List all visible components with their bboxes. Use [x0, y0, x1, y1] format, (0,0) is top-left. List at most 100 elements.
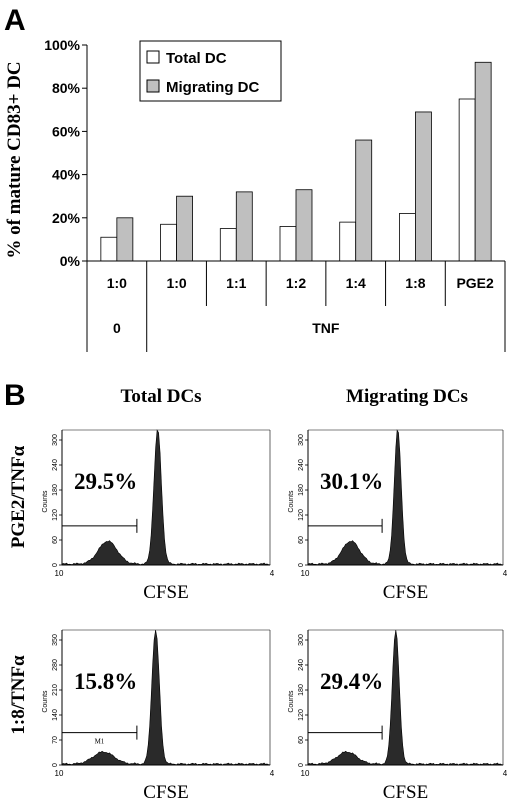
- gate-percentage: 29.4%: [320, 669, 383, 694]
- y-tick-label: 300: [298, 434, 305, 446]
- x-axis-label: CFSE: [143, 582, 188, 603]
- y-tick-label: 0: [52, 563, 59, 567]
- bar-total-dc: [219, 228, 237, 262]
- bar-migrating-dc: [474, 61, 492, 262]
- bar-total-dc: [399, 213, 416, 262]
- bar-total-dc: [339, 221, 357, 262]
- histogram-fill: [61, 629, 271, 766]
- legend-swatch-migrating: [146, 79, 160, 93]
- legend-swatch-total: [146, 50, 160, 64]
- x-tick-label: 4: [270, 769, 275, 778]
- bar-total-dc: [160, 223, 177, 262]
- legend-box: [139, 40, 282, 102]
- gate-percentage: 30.1%: [320, 469, 383, 494]
- y-tick-label: 70: [52, 736, 59, 744]
- category-label: 1:2: [286, 275, 306, 291]
- y-tick-label: 0%: [60, 253, 81, 269]
- row-label-18: 1:8/TNFα: [8, 655, 29, 735]
- y-tick-label: 240: [298, 459, 305, 471]
- category-label: 1:1: [226, 275, 246, 291]
- y-tick-label: 60: [298, 536, 305, 544]
- y-tick-label: 60: [52, 536, 59, 544]
- y-tick-label: 100%: [44, 37, 80, 53]
- bar-chart: % of mature CD83+ DC 0%20%40%60%80%100% …: [4, 37, 506, 352]
- category-label: PGE2: [456, 275, 494, 291]
- y-tick-label: 280: [52, 659, 59, 671]
- bar-total-dc: [100, 236, 118, 262]
- histogram-fill: [307, 429, 504, 566]
- x-tick-label: 10: [55, 569, 64, 578]
- y-tick-label: 120: [52, 509, 59, 521]
- y-axis-label: Counts: [288, 690, 295, 713]
- bar-migrating-dc: [176, 195, 193, 262]
- bar-migrating-dc: [235, 191, 253, 262]
- histogram-panel: 0 60 120 180 240 300 Counts 10 4 CFSE 29.5%: [42, 429, 275, 603]
- panel-b-label: B: [4, 379, 26, 412]
- y-axis-label: Counts: [42, 490, 49, 513]
- histogram-panels: 0 60 120 180 240 300 Counts 10 4 CFSE 29.5% 0 60 120 1…: [42, 429, 508, 803]
- y-tick-label: 180: [298, 484, 305, 496]
- legend-label-migrating: Migrating DC: [166, 79, 259, 96]
- legend-label-total: Total DC: [166, 50, 227, 67]
- y-tick-label: 20%: [52, 210, 81, 226]
- x-tick-label: 4: [270, 569, 275, 578]
- bar-migrating-dc: [415, 111, 432, 262]
- histogram-panel: 0 70 140 210 280 350 Counts 10 4 CFSE M1 15.8%: [42, 629, 275, 803]
- category-label: 1:8: [405, 275, 425, 291]
- bar-migrating-dc: [116, 217, 134, 262]
- bars: [100, 61, 492, 262]
- gate-percentage: 29.5%: [74, 469, 137, 494]
- gate-percentage: 15.8%: [74, 669, 137, 694]
- bar-migrating-dc: [295, 189, 313, 262]
- y-axis-ticks: 0% 20% 40% 60% 80% 100%: [44, 37, 87, 269]
- y-tick-label: 0: [298, 563, 305, 567]
- y-tick-label: 240: [52, 459, 59, 471]
- y-axis-label: Counts: [288, 490, 295, 513]
- gate-label: M1: [95, 738, 105, 746]
- x-axis-label: CFSE: [383, 582, 428, 603]
- row-label-pge2: PGE2/TNFα: [8, 445, 29, 548]
- x-axis-label: CFSE: [143, 782, 188, 803]
- x-tick-label: 10: [301, 569, 310, 578]
- y-tick-label: 210: [52, 684, 59, 696]
- y-tick-label: 350: [52, 634, 59, 646]
- y-axis-label: % of mature CD83+ DC: [4, 61, 25, 258]
- y-tick-label: 0: [52, 763, 59, 767]
- y-tick-label: 180: [52, 484, 59, 496]
- y-tick-label: 300: [298, 634, 305, 646]
- y-axis-label: Counts: [42, 690, 49, 713]
- y-tick-label: 120: [298, 509, 305, 521]
- category-table: 1:0 1:0 1:1 1:2 1:4 1:8 PGE2 0 TNF: [86, 261, 506, 352]
- histogram-fill: [61, 429, 271, 566]
- y-tick-label: 180: [298, 684, 305, 696]
- group-label: 0: [113, 320, 121, 336]
- y-tick-label: 240: [298, 659, 305, 671]
- column-title-total: Total DCs: [120, 386, 201, 407]
- axes-frame: [86, 45, 505, 262]
- category-label: 1:4: [346, 275, 366, 291]
- y-tick-label: 60%: [52, 123, 81, 139]
- bar-total-dc: [279, 226, 297, 262]
- y-tick-label: 80%: [52, 80, 81, 96]
- bar-migrating-dc: [355, 139, 373, 262]
- histogram-fill: [307, 629, 504, 766]
- group-label: TNF: [312, 320, 340, 336]
- y-tick-label: 300: [52, 434, 59, 446]
- bar-total-dc: [458, 98, 476, 262]
- category-label: 1:0: [166, 275, 186, 291]
- y-tick-label: 120: [298, 709, 305, 721]
- x-tick-label: 10: [301, 769, 310, 778]
- x-tick-label: 10: [55, 769, 64, 778]
- column-title-migrating: Migrating DCs: [346, 386, 468, 407]
- legend: Total DC Migrating DC: [139, 40, 282, 102]
- histogram-panel: 0 60 120 180 240 300 Counts 10 4 CFSE 30.1%: [288, 429, 508, 603]
- y-tick-label: 0: [298, 763, 305, 767]
- x-tick-label: 4: [503, 569, 508, 578]
- category-label: 1:0: [107, 275, 127, 291]
- histogram-panel: 0 60 120 180 240 300 Counts 10 4 CFSE 29.4%: [288, 629, 508, 803]
- x-axis-label: CFSE: [383, 782, 428, 803]
- y-tick-label: 140: [52, 709, 59, 721]
- panel-a-label: A: [4, 4, 26, 37]
- y-tick-label: 60: [298, 736, 305, 744]
